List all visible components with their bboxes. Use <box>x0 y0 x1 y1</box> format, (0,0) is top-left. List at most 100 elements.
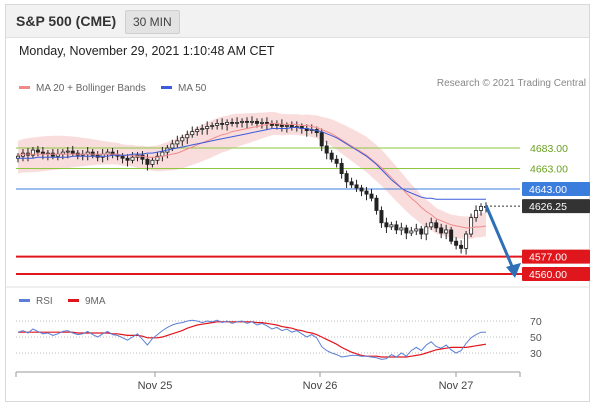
candle-body <box>70 150 75 154</box>
rsi-tick-label: 30 <box>530 348 542 360</box>
legend-9ma: 9MA <box>68 296 106 307</box>
candle-body <box>409 230 414 234</box>
candle-body <box>140 154 145 160</box>
forecast-arrow-shaft <box>484 204 516 272</box>
rsi-swatch <box>19 298 30 302</box>
legend-ma20-bb: MA 20 + Bollinger Bands <box>19 83 146 94</box>
candle-body <box>274 124 279 126</box>
candle-body <box>120 155 125 159</box>
candle-body <box>230 121 235 124</box>
legend-ma50: MA 50 <box>161 83 206 94</box>
candle-body <box>449 229 454 242</box>
candle-body <box>35 149 40 153</box>
candle-body <box>249 120 254 123</box>
candle-body <box>205 126 210 129</box>
candle-body <box>319 132 324 147</box>
legend-rsi: RSI <box>19 296 53 307</box>
ma20-line <box>17 122 487 229</box>
level-label-1: 4663.00 <box>530 163 568 175</box>
level-tag-3 <box>522 199 590 214</box>
candle-body <box>479 205 484 211</box>
legend-rsi-label: RSI <box>36 296 53 307</box>
candle-body <box>444 229 449 234</box>
level-tag-4 <box>522 249 590 264</box>
legend-ma20-label: MA 20 + Bollinger Bands <box>36 83 146 94</box>
candle-body <box>50 152 55 157</box>
rsi-tick-label: 50 <box>530 332 542 344</box>
candle-body <box>419 228 424 235</box>
candle-body <box>175 140 180 145</box>
candle-body <box>254 120 259 124</box>
candle-body <box>339 162 344 175</box>
candle-body <box>235 121 240 124</box>
candle-body <box>369 193 374 199</box>
rsi-line <box>17 319 486 360</box>
candle-body <box>259 121 264 124</box>
level-label-3: 4626.25 <box>529 201 567 213</box>
candle-body <box>225 121 230 125</box>
candle-body <box>454 240 459 246</box>
ma9-swatch <box>68 298 79 302</box>
candle-body <box>170 143 175 149</box>
candle-body <box>334 158 339 164</box>
ma20-swatch <box>19 85 30 89</box>
candle-body <box>374 197 379 211</box>
candle-body <box>439 227 444 234</box>
candle-body <box>404 227 409 234</box>
candle-body <box>459 244 464 249</box>
candle-body <box>245 120 250 123</box>
candle-body <box>379 210 384 224</box>
ma50-swatch <box>161 85 172 89</box>
candle-body <box>359 187 364 192</box>
ma50-line <box>18 127 486 200</box>
legend-9ma-label: 9MA <box>85 296 106 307</box>
candle-body <box>399 227 404 231</box>
level-label-2: 4643.00 <box>529 184 567 196</box>
candle-body <box>215 123 220 126</box>
candle-body <box>329 152 334 160</box>
candle-body <box>150 159 155 165</box>
timeframe-badge[interactable]: 30 MIN <box>125 10 180 34</box>
candle-body <box>364 190 369 195</box>
candle-body <box>389 224 394 228</box>
candle-body <box>210 125 215 127</box>
candle-body <box>414 228 419 232</box>
chart-widget: S&P 500 (CME) 30 MIN Monday, November 29… <box>5 4 590 402</box>
bollinger-band <box>18 111 486 240</box>
candle-body <box>429 222 434 228</box>
legend-ma50-label: MA 50 <box>178 83 207 94</box>
level-tag-2 <box>522 181 590 196</box>
candle-body <box>384 222 389 228</box>
level-label-4: 4577.00 <box>529 252 567 264</box>
header-bar: S&P 500 (CME) 30 MIN <box>6 5 589 38</box>
timestamp: Monday, November 29, 2021 1:10:48 AM CET <box>19 44 275 58</box>
x-tick-label: Nov 25 <box>138 380 173 392</box>
candle-body <box>469 217 474 235</box>
x-tick-label: Nov 27 <box>439 380 474 392</box>
candle-body <box>474 210 479 219</box>
level-tag-5 <box>522 267 590 281</box>
candle-body <box>200 128 205 130</box>
candle-body <box>284 125 289 127</box>
candle-body <box>324 145 329 154</box>
candle-body <box>434 222 439 229</box>
x-tick-label: Nov 26 <box>303 380 338 392</box>
candle-body <box>125 157 130 161</box>
candle-body <box>180 137 185 142</box>
candle-body <box>100 153 105 158</box>
candle-body <box>354 184 359 189</box>
candle-body <box>145 158 150 165</box>
rsi-tick-label: 70 <box>530 316 542 328</box>
rsi-ma9-line <box>18 321 487 358</box>
forecast-arrow-head <box>506 262 521 278</box>
candle-body <box>220 123 225 125</box>
candle-body <box>394 224 399 231</box>
candle-body <box>264 121 269 124</box>
candle-body <box>344 173 349 183</box>
instrument-title: S&P 500 (CME) <box>16 13 117 29</box>
candle-body <box>155 155 160 161</box>
candle-body <box>464 233 469 249</box>
candle-body <box>130 156 135 161</box>
credit-text: Research © 2021 Trading Central <box>436 78 586 89</box>
